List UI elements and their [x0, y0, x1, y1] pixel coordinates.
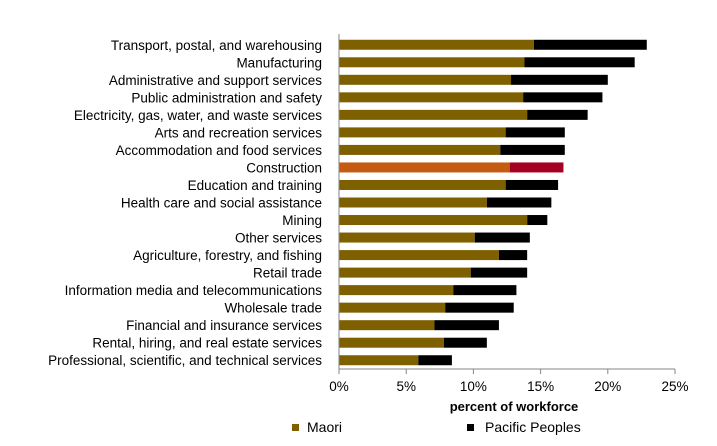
legend-label-maori: Maori: [307, 419, 342, 435]
category-label: Construction: [246, 160, 322, 175]
bar-arts-and-recreation-services-pacific-peoples: [505, 127, 565, 138]
bar-financial-and-insurance-services-maori: [339, 320, 435, 331]
bar-health-care-and-social-assistance-maori: [339, 197, 487, 208]
bar-mining-maori: [339, 215, 528, 226]
bar-transport-postal-and-warehousing-maori: [339, 39, 534, 50]
bar-rental-hiring-and-real-estate-services-pacific-peoples: [443, 337, 487, 348]
bar-information-media-and-telecommunications-pacific-peoples: [453, 285, 517, 296]
category-labels: Transport, postal, and warehousing Manufa…: [48, 38, 322, 368]
bar-accommodation-and-food-services-pacific-peoples: [500, 144, 565, 155]
legend: Maori Pacific Peoples: [292, 419, 581, 435]
category-label: Public administration and safety: [131, 90, 322, 105]
legend-label-pacific-peoples: Pacific Peoples: [485, 419, 581, 435]
bar-mining-pacific-peoples: [527, 215, 548, 226]
x-tick-label: 20%: [594, 379, 621, 394]
bar-arts-and-recreation-services-maori: [339, 127, 506, 138]
bar-health-care-and-social-assistance-pacific-peoples: [486, 197, 552, 208]
bar-manufacturing-pacific-peoples: [524, 57, 635, 68]
bar-administrative-and-support-services-pacific-peoples: [511, 74, 608, 85]
x-tick-label: 0%: [329, 379, 349, 394]
category-label: Wholesale trade: [224, 301, 322, 316]
legend-swatch-pacific-peoples: [467, 424, 474, 431]
category-label: Health care and social assistance: [121, 196, 322, 211]
category-label: Transport, postal, and warehousing: [111, 38, 322, 53]
bar-public-administration-and-safety-maori: [339, 92, 524, 103]
category-label: Retail trade: [253, 266, 322, 281]
category-label: Education and training: [188, 178, 322, 193]
bar-retail-trade-pacific-peoples: [470, 267, 528, 278]
bar-accommodation-and-food-services-maori: [339, 144, 501, 155]
x-axis-title: percent of workforce: [450, 399, 579, 414]
bar-retail-trade-maori: [339, 267, 471, 278]
category-label: Accommodation and food services: [116, 143, 323, 158]
bar-wholesale-trade-pacific-peoples: [445, 302, 514, 313]
bar-construction-maori: [339, 162, 510, 173]
x-tick-label: 25%: [661, 379, 688, 394]
bar-professional-scientific-and-technical-services-pacific-peoples: [418, 355, 452, 366]
bar-agriculture-forestry-and-fishing-maori: [339, 250, 499, 261]
category-label: Rental, hiring, and real estate services: [92, 336, 322, 351]
bar-information-media-and-telecommunications-maori: [339, 285, 454, 296]
bar-financial-and-insurance-services-pacific-peoples: [434, 320, 499, 331]
category-label: Information media and telecommunications: [65, 283, 323, 298]
category-label: Agriculture, forestry, and fishing: [133, 248, 322, 263]
bar-agriculture-forestry-and-fishing-pacific-peoples: [498, 250, 528, 261]
plot-area: [339, 39, 647, 366]
bar-education-and-training-pacific-peoples: [505, 179, 559, 190]
bar-transport-postal-and-warehousing-pacific-peoples: [533, 39, 647, 50]
x-tick-label: 10%: [460, 379, 487, 394]
category-label: Mining: [282, 213, 322, 228]
bar-wholesale-trade-maori: [339, 302, 446, 313]
category-label: Financial and insurance services: [126, 318, 322, 333]
category-label: Manufacturing: [236, 55, 322, 70]
bar-administrative-and-support-services-maori: [339, 74, 512, 85]
legend-swatch-maori: [292, 424, 299, 431]
x-tick-label: 5%: [396, 379, 416, 394]
category-label: Other services: [235, 231, 322, 246]
category-label: Arts and recreation services: [155, 125, 323, 140]
bar-professional-scientific-and-technical-services-maori: [339, 355, 419, 366]
bar-electricity-gas-water-and-waste-services-maori: [339, 109, 528, 120]
bar-other-services-pacific-peoples: [474, 232, 530, 243]
bar-other-services-maori: [339, 232, 475, 243]
x-axis: 0% 5% 10% 15% 20% 25%: [329, 34, 689, 394]
category-label: Professional, scientific, and technical …: [48, 353, 322, 368]
bar-manufacturing-maori: [339, 57, 525, 68]
bar-rental-hiring-and-real-estate-services-maori: [339, 337, 444, 348]
bar-construction-pacific-peoples: [509, 162, 564, 173]
bar-public-administration-and-safety-pacific-peoples: [523, 92, 603, 103]
x-tick-label: 15%: [527, 379, 554, 394]
bar-education-and-training-maori: [339, 179, 506, 190]
category-label: Electricity, gas, water, and waste servi…: [74, 108, 322, 123]
bar-electricity-gas-water-and-waste-services-pacific-peoples: [527, 109, 588, 120]
category-label: Administrative and support services: [109, 73, 322, 88]
